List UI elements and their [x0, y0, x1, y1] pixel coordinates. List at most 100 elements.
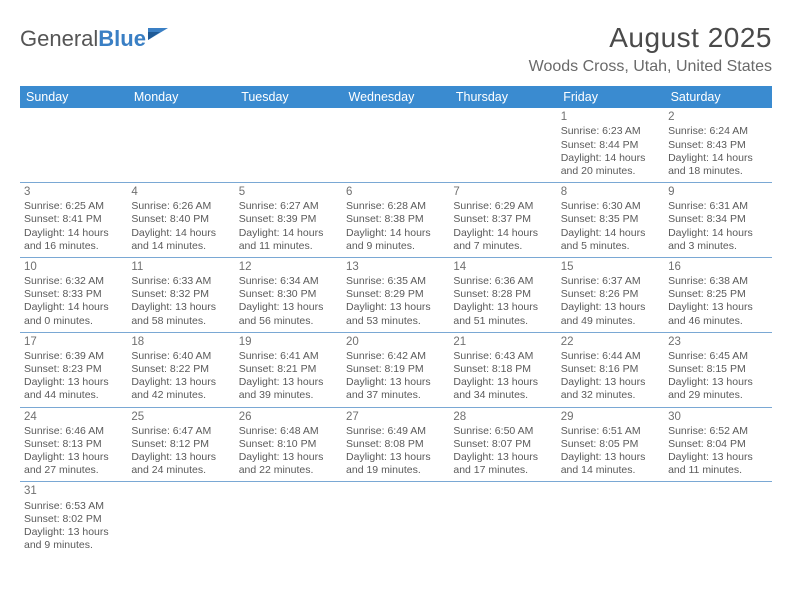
cell-d1: Daylight: 13 hours	[239, 451, 338, 464]
cell-sr: Sunrise: 6:32 AM	[24, 275, 123, 288]
day-number: 26	[239, 410, 338, 424]
calendar-table: SundayMondayTuesdayWednesdayThursdayFrid…	[20, 86, 772, 556]
cell-sr: Sunrise: 6:31 AM	[668, 200, 767, 213]
calendar-cell	[235, 482, 342, 556]
calendar-cell: 22Sunrise: 6:44 AMSunset: 8:16 PMDayligh…	[557, 332, 664, 407]
cell-d2: and 0 minutes.	[24, 315, 123, 328]
cell-d1: Daylight: 14 hours	[668, 152, 767, 165]
day-number: 13	[346, 260, 445, 274]
cell-sr: Sunrise: 6:51 AM	[561, 425, 660, 438]
cell-d1: Daylight: 13 hours	[239, 376, 338, 389]
day-header-row: SundayMondayTuesdayWednesdayThursdayFrid…	[20, 86, 772, 108]
calendar-cell	[449, 482, 556, 556]
cell-d1: Daylight: 13 hours	[131, 301, 230, 314]
calendar-page: GeneralBlue August 2025 Woods Cross, Uta…	[0, 0, 792, 566]
day-header: Monday	[127, 86, 234, 108]
cell-sr: Sunrise: 6:36 AM	[453, 275, 552, 288]
calendar-cell: 28Sunrise: 6:50 AMSunset: 8:07 PMDayligh…	[449, 407, 556, 482]
calendar-cell: 16Sunrise: 6:38 AMSunset: 8:25 PMDayligh…	[664, 257, 771, 332]
cell-d1: Daylight: 13 hours	[561, 376, 660, 389]
cell-d2: and 9 minutes.	[24, 539, 123, 552]
month-title: August 2025	[529, 22, 772, 54]
cell-d1: Daylight: 13 hours	[668, 376, 767, 389]
cell-d1: Daylight: 13 hours	[24, 526, 123, 539]
calendar-cell	[127, 482, 234, 556]
cell-sr: Sunrise: 6:39 AM	[24, 350, 123, 363]
day-number: 14	[453, 260, 552, 274]
cell-d1: Daylight: 14 hours	[346, 227, 445, 240]
calendar-cell: 6Sunrise: 6:28 AMSunset: 8:38 PMDaylight…	[342, 182, 449, 257]
day-number: 2	[668, 110, 767, 124]
cell-d1: Daylight: 13 hours	[453, 451, 552, 464]
calendar-week-row: 3Sunrise: 6:25 AMSunset: 8:41 PMDaylight…	[20, 182, 772, 257]
cell-sr: Sunrise: 6:37 AM	[561, 275, 660, 288]
cell-ss: Sunset: 8:16 PM	[561, 363, 660, 376]
cell-sr: Sunrise: 6:46 AM	[24, 425, 123, 438]
cell-d1: Daylight: 13 hours	[561, 451, 660, 464]
cell-d1: Daylight: 14 hours	[561, 227, 660, 240]
calendar-week-row: 17Sunrise: 6:39 AMSunset: 8:23 PMDayligh…	[20, 332, 772, 407]
cell-ss: Sunset: 8:26 PM	[561, 288, 660, 301]
cell-ss: Sunset: 8:40 PM	[131, 213, 230, 226]
calendar-cell: 11Sunrise: 6:33 AMSunset: 8:32 PMDayligh…	[127, 257, 234, 332]
day-number: 19	[239, 335, 338, 349]
cell-sr: Sunrise: 6:35 AM	[346, 275, 445, 288]
cell-d2: and 37 minutes.	[346, 389, 445, 402]
cell-sr: Sunrise: 6:40 AM	[131, 350, 230, 363]
cell-d2: and 7 minutes.	[453, 240, 552, 253]
cell-sr: Sunrise: 6:42 AM	[346, 350, 445, 363]
cell-ss: Sunset: 8:37 PM	[453, 213, 552, 226]
day-number: 5	[239, 185, 338, 199]
calendar-cell: 4Sunrise: 6:26 AMSunset: 8:40 PMDaylight…	[127, 182, 234, 257]
calendar-cell: 14Sunrise: 6:36 AMSunset: 8:28 PMDayligh…	[449, 257, 556, 332]
day-header: Wednesday	[342, 86, 449, 108]
cell-ss: Sunset: 8:12 PM	[131, 438, 230, 451]
title-block: August 2025 Woods Cross, Utah, United St…	[529, 22, 772, 76]
cell-d1: Daylight: 13 hours	[453, 376, 552, 389]
cell-sr: Sunrise: 6:28 AM	[346, 200, 445, 213]
calendar-body: 1Sunrise: 6:23 AMSunset: 8:44 PMDaylight…	[20, 108, 772, 556]
calendar-cell: 27Sunrise: 6:49 AMSunset: 8:08 PMDayligh…	[342, 407, 449, 482]
cell-sr: Sunrise: 6:52 AM	[668, 425, 767, 438]
cell-sr: Sunrise: 6:49 AM	[346, 425, 445, 438]
day-header: Friday	[557, 86, 664, 108]
cell-sr: Sunrise: 6:44 AM	[561, 350, 660, 363]
day-number: 27	[346, 410, 445, 424]
logo-flag-icon	[148, 26, 170, 42]
cell-d1: Daylight: 13 hours	[668, 451, 767, 464]
cell-d2: and 3 minutes.	[668, 240, 767, 253]
calendar-cell: 19Sunrise: 6:41 AMSunset: 8:21 PMDayligh…	[235, 332, 342, 407]
cell-d1: Daylight: 14 hours	[24, 301, 123, 314]
cell-ss: Sunset: 8:21 PM	[239, 363, 338, 376]
cell-ss: Sunset: 8:25 PM	[668, 288, 767, 301]
cell-sr: Sunrise: 6:53 AM	[24, 500, 123, 513]
cell-sr: Sunrise: 6:26 AM	[131, 200, 230, 213]
cell-sr: Sunrise: 6:47 AM	[131, 425, 230, 438]
calendar-cell: 20Sunrise: 6:42 AMSunset: 8:19 PMDayligh…	[342, 332, 449, 407]
cell-sr: Sunrise: 6:50 AM	[453, 425, 552, 438]
logo-text-blue: Blue	[98, 26, 146, 52]
cell-ss: Sunset: 8:15 PM	[668, 363, 767, 376]
cell-ss: Sunset: 8:44 PM	[561, 139, 660, 152]
calendar-cell: 25Sunrise: 6:47 AMSunset: 8:12 PMDayligh…	[127, 407, 234, 482]
calendar-cell: 17Sunrise: 6:39 AMSunset: 8:23 PMDayligh…	[20, 332, 127, 407]
calendar-cell: 24Sunrise: 6:46 AMSunset: 8:13 PMDayligh…	[20, 407, 127, 482]
cell-d2: and 42 minutes.	[131, 389, 230, 402]
day-header: Tuesday	[235, 86, 342, 108]
cell-sr: Sunrise: 6:48 AM	[239, 425, 338, 438]
cell-sr: Sunrise: 6:23 AM	[561, 125, 660, 138]
day-number: 9	[668, 185, 767, 199]
cell-d1: Daylight: 13 hours	[668, 301, 767, 314]
calendar-cell: 15Sunrise: 6:37 AMSunset: 8:26 PMDayligh…	[557, 257, 664, 332]
day-header: Thursday	[449, 86, 556, 108]
calendar-cell: 3Sunrise: 6:25 AMSunset: 8:41 PMDaylight…	[20, 182, 127, 257]
cell-d2: and 51 minutes.	[453, 315, 552, 328]
cell-sr: Sunrise: 6:29 AM	[453, 200, 552, 213]
day-number: 10	[24, 260, 123, 274]
day-number: 16	[668, 260, 767, 274]
cell-d1: Daylight: 13 hours	[131, 451, 230, 464]
cell-d1: Daylight: 13 hours	[453, 301, 552, 314]
cell-d2: and 11 minutes.	[239, 240, 338, 253]
calendar-cell: 21Sunrise: 6:43 AMSunset: 8:18 PMDayligh…	[449, 332, 556, 407]
cell-d2: and 44 minutes.	[24, 389, 123, 402]
